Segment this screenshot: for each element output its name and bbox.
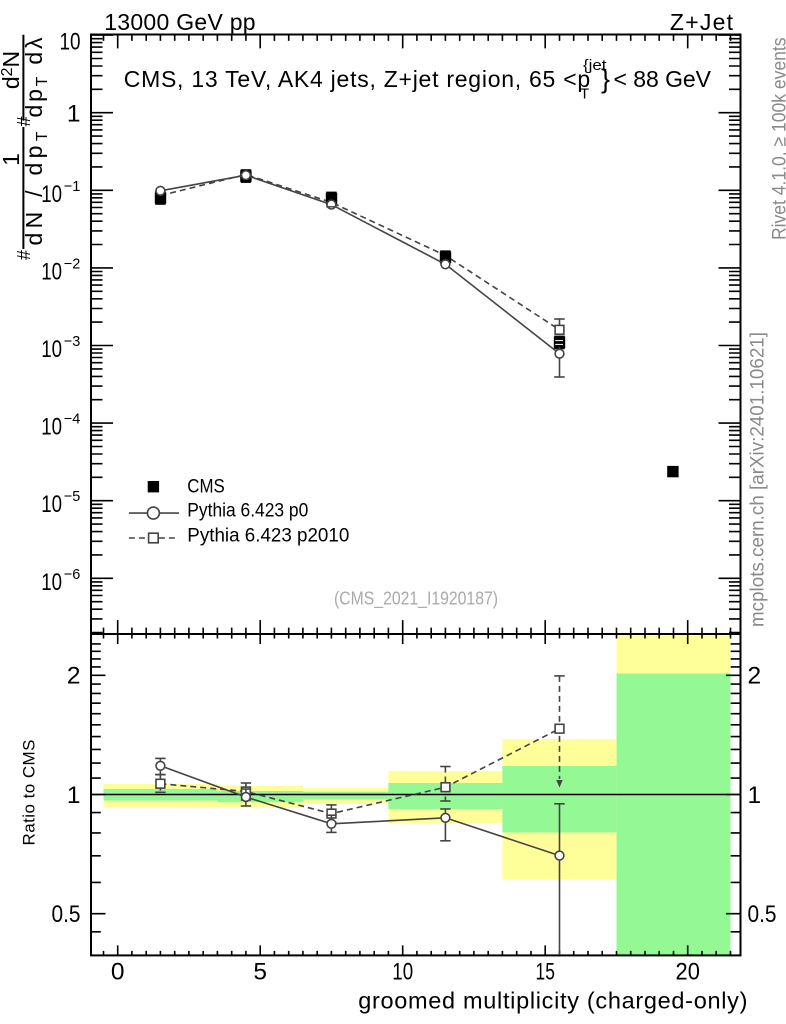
- svg-text:2: 2: [67, 663, 81, 690]
- svg-text:−5: −5: [64, 488, 81, 505]
- svg-text:−1: −1: [64, 178, 81, 195]
- svg-text:0.5: 0.5: [52, 901, 81, 928]
- svg-text:1: 1: [748, 782, 762, 809]
- svg-text:(CMS_2021_I1920187): (CMS_2021_I1920187): [334, 587, 498, 609]
- svg-text:CMS, 13 TeV, AK4 jets, Z+jet r: CMS, 13 TeV, AK4 jets, Z+jet region, 65 …: [124, 66, 591, 92]
- svg-text:2: 2: [748, 663, 762, 690]
- svg-text:{jet: {jet: [583, 57, 607, 74]
- svg-text:−2: −2: [64, 255, 81, 272]
- svg-text:10: 10: [392, 958, 413, 985]
- svg-text:13000 GeV pp: 13000 GeV pp: [104, 9, 255, 35]
- svg-text:< 88 GeV: < 88 GeV: [614, 66, 712, 92]
- svg-text:Pythia 6.423 p2010: Pythia 6.423 p2010: [187, 526, 349, 547]
- svg-text:10: 10: [41, 569, 62, 596]
- svg-text:5: 5: [253, 958, 267, 985]
- svg-text:10: 10: [41, 414, 62, 441]
- svg-text:T: T: [580, 86, 589, 103]
- svg-text:10: 10: [41, 258, 62, 285]
- svg-text:10: 10: [41, 491, 62, 518]
- svg-text:0: 0: [111, 958, 125, 985]
- svg-text:}: }: [601, 64, 610, 94]
- svg-text:15: 15: [536, 958, 555, 985]
- svg-text:−3: −3: [64, 333, 81, 350]
- svg-text:1: 1: [67, 101, 81, 128]
- svg-text:−4: −4: [64, 411, 81, 428]
- svg-text:1: 1: [67, 782, 81, 809]
- svg-text:−6: −6: [64, 566, 81, 583]
- svg-text:Ratio to CMS: Ratio to CMS: [20, 740, 39, 846]
- svg-text:0.5: 0.5: [748, 901, 777, 928]
- svg-text:20: 20: [676, 958, 700, 985]
- svg-text:mcplots.cern.ch [arXiv:2401.10: mcplots.cern.ch [arXiv:2401.10621]: [747, 332, 769, 627]
- svg-text:Pythia 6.423 p0: Pythia 6.423 p0: [187, 501, 308, 522]
- svg-text:Z+Jet: Z+Jet: [670, 9, 734, 35]
- svg-text:10: 10: [60, 29, 81, 56]
- svg-text:1: 1: [0, 153, 24, 166]
- svg-text:10: 10: [41, 336, 62, 363]
- svg-text:groomed multiplicity (charged-: groomed multiplicity (charged-only): [358, 988, 747, 1014]
- svg-text:CMS: CMS: [187, 476, 225, 497]
- svg-text:Rivet 4.1.0, ≥ 100k events: Rivet 4.1.0, ≥ 100k events: [770, 38, 786, 241]
- svg-text:#: #: [14, 116, 34, 126]
- svg-text:#: #: [14, 250, 34, 260]
- svg-text:10: 10: [41, 181, 62, 208]
